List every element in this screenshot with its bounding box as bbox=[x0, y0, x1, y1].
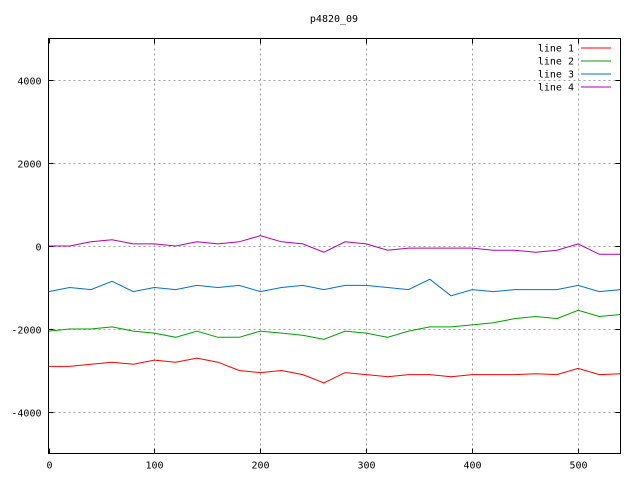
x-tick-label: 100 bbox=[145, 461, 163, 472]
y-tick-label: 0 bbox=[35, 243, 41, 254]
x-tick-label: 0 bbox=[46, 461, 52, 472]
x-tick-label: 200 bbox=[251, 461, 269, 472]
y-tick-label: 2000 bbox=[17, 160, 41, 171]
series-lines bbox=[48, 235, 621, 384]
y-tick-label: -4000 bbox=[11, 409, 41, 420]
chart-title: p4820_09 bbox=[310, 14, 358, 25]
series-line-1 bbox=[48, 357, 621, 384]
legend-label: line 4 bbox=[538, 83, 574, 94]
legend-label: line 2 bbox=[538, 57, 574, 68]
series-line-2 bbox=[48, 309, 621, 340]
legend-label: line 3 bbox=[538, 70, 574, 81]
series-line-3 bbox=[48, 278, 621, 297]
y-tick-label: -2000 bbox=[11, 326, 41, 337]
axis-ticks: 0 100 200 300 400 500 -4000 -2000 0 2000 4000 bbox=[11, 38, 621, 472]
grid bbox=[48, 38, 621, 454]
x-tick-label: 400 bbox=[463, 461, 481, 472]
legend: line 1 line 2 line 3 line 4 bbox=[538, 44, 611, 94]
x-tick-label: 300 bbox=[357, 461, 375, 472]
y-tick-label: 4000 bbox=[17, 77, 41, 88]
legend-label: line 1 bbox=[538, 44, 574, 55]
x-tick-label: 500 bbox=[569, 461, 587, 472]
plot-frame bbox=[48, 38, 621, 454]
series-line-4 bbox=[48, 235, 621, 255]
